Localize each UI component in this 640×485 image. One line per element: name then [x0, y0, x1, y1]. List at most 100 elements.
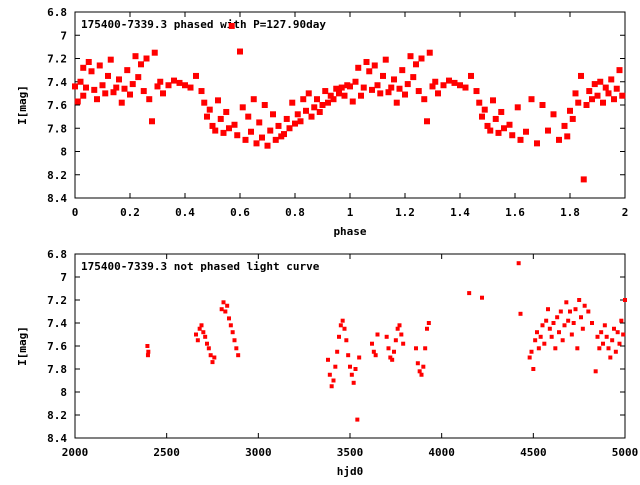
- data-point: [311, 104, 318, 111]
- data-point: [357, 355, 362, 360]
- data-point: [423, 346, 428, 351]
- data-point: [432, 78, 439, 85]
- data-series: [72, 22, 626, 183]
- data-point: [151, 49, 158, 56]
- data-point: [523, 128, 529, 135]
- data-point: [132, 53, 139, 60]
- y-tick-label: 8.4: [47, 192, 67, 205]
- data-point: [561, 122, 568, 129]
- data-point: [415, 88, 422, 95]
- x-tick-label: 2500: [153, 446, 180, 459]
- data-point: [187, 84, 194, 91]
- data-point: [326, 357, 330, 362]
- data-series: [145, 261, 627, 422]
- data-point: [267, 127, 274, 134]
- data-point: [165, 82, 172, 89]
- data-point: [621, 332, 626, 337]
- data-point: [597, 78, 604, 85]
- data-point: [212, 127, 219, 134]
- data-point: [85, 58, 92, 65]
- data-point: [426, 49, 433, 56]
- chart-title: 175400-7339.3 not phased light curve: [81, 260, 320, 273]
- data-point: [606, 346, 611, 351]
- data-point: [250, 96, 257, 103]
- data-point: [138, 61, 144, 68]
- y-tick-label: 8.2: [47, 409, 67, 422]
- x-tick-label: 0.8: [285, 206, 305, 219]
- data-point: [146, 349, 151, 354]
- data-point: [228, 323, 233, 328]
- data-point: [194, 332, 198, 337]
- y-tick-label: 8.4: [47, 432, 67, 445]
- data-point: [451, 79, 458, 86]
- plot-frame: [74, 253, 626, 439]
- data-point: [275, 122, 282, 129]
- x-tick-label: 0.6: [230, 206, 250, 219]
- data-point: [399, 67, 406, 74]
- x-tick-label: 1.4: [450, 206, 470, 219]
- data-point: [113, 84, 120, 91]
- data-point: [227, 316, 231, 321]
- data-point: [336, 90, 342, 97]
- data-point: [604, 334, 609, 339]
- data-point: [404, 81, 411, 88]
- data-point: [204, 113, 210, 120]
- data-point: [527, 355, 532, 360]
- data-point: [342, 326, 347, 331]
- data-point: [492, 115, 499, 122]
- data-point: [239, 104, 246, 111]
- data-point: [623, 298, 627, 302]
- x-tick-label: 3500: [337, 446, 364, 459]
- data-point: [294, 111, 301, 118]
- data-point: [329, 384, 334, 389]
- x-tick-label: 3000: [245, 446, 272, 459]
- data-point: [340, 318, 345, 323]
- data-point: [270, 111, 276, 118]
- data-point: [316, 108, 323, 115]
- data-point: [127, 91, 133, 98]
- data-point: [578, 72, 584, 79]
- data-point: [514, 104, 521, 111]
- data-point: [223, 309, 228, 314]
- data-point: [556, 136, 562, 143]
- data-point: [481, 106, 488, 113]
- data-point: [105, 72, 111, 79]
- data-point: [198, 88, 205, 95]
- data-point: [72, 83, 78, 90]
- data-point: [399, 332, 404, 337]
- data-point: [569, 115, 576, 122]
- data-point: [74, 98, 81, 105]
- x-tick-label: 5000: [612, 446, 639, 459]
- data-point: [237, 48, 243, 55]
- y-tick-label: 7.6: [47, 340, 67, 353]
- data-point: [415, 361, 420, 366]
- data-point: [562, 323, 567, 328]
- data-point: [429, 83, 436, 90]
- y-tick-label: 7.8: [47, 122, 67, 135]
- data-point: [146, 96, 153, 103]
- data-point: [333, 85, 340, 92]
- data-point: [335, 349, 340, 354]
- data-point: [281, 131, 287, 138]
- data-point: [208, 353, 213, 358]
- y-tick-label: 8.2: [47, 169, 67, 182]
- chart-title: 175400-7339.3 phased with P=127.90day: [81, 18, 326, 31]
- data-point: [589, 96, 595, 103]
- x-axis-label: hjd0: [337, 465, 364, 478]
- data-point: [157, 78, 164, 85]
- data-point: [80, 92, 87, 99]
- data-point: [509, 132, 516, 139]
- data-point: [390, 357, 395, 362]
- data-point: [602, 323, 607, 328]
- y-axis-label: I[mag]: [16, 85, 29, 125]
- data-point: [410, 74, 417, 81]
- data-point: [135, 74, 142, 81]
- data-point: [145, 353, 150, 358]
- data-point: [236, 353, 241, 358]
- data-point: [380, 72, 386, 79]
- data-point: [206, 346, 211, 351]
- data-point: [149, 118, 155, 125]
- data-point: [608, 355, 613, 360]
- x-tick-label: 1: [347, 206, 354, 219]
- data-point: [300, 96, 307, 103]
